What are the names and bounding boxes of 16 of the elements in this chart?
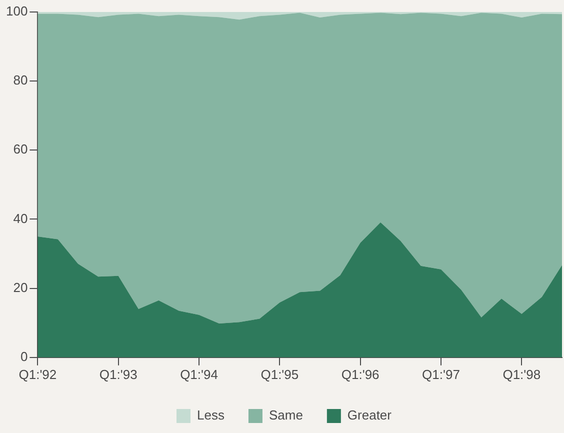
x-tick-label: Q1:'95 [260,366,299,382]
y-tick-label: 80 [13,72,28,88]
x-tick-label: Q1:'96 [341,366,380,382]
x-tick-label: Q1:'98 [502,366,541,382]
y-tick-label: 100 [6,4,28,19]
legend-label: Same [268,408,303,423]
x-tick-label: Q1:'92 [18,366,57,382]
y-tick-label: 0 [20,348,28,364]
x-tick-label: Q1:'94 [180,366,218,382]
y-tick-label: 40 [13,210,28,226]
legend-label: Less [197,408,225,423]
y-tick-label: 60 [13,142,28,157]
x-tick-label: Q1:'93 [99,366,138,382]
legend-label: Greater [347,408,392,423]
x-tick-label: Q1:'97 [422,366,460,382]
y-tick-label: 20 [13,280,28,295]
